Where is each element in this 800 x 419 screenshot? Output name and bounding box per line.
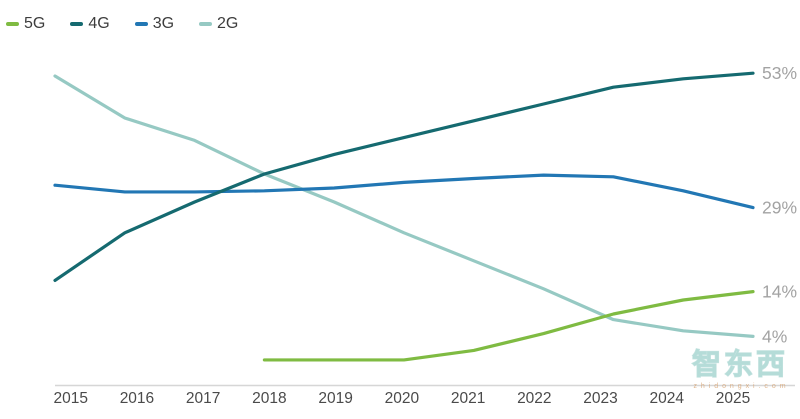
legend-item-4g: 4G bbox=[70, 15, 110, 32]
series-line-2g bbox=[53, 74, 755, 338]
legend-swatch-2g bbox=[199, 22, 213, 26]
x-axis-label-2023: 2023 bbox=[583, 390, 617, 407]
x-axis-label-2019: 2019 bbox=[318, 390, 352, 407]
end-label-2g: 4% bbox=[762, 326, 787, 346]
legend-swatch-3g bbox=[134, 22, 148, 26]
series-line-4g bbox=[53, 71, 755, 282]
x-axis-label-2016: 2016 bbox=[120, 390, 154, 407]
legend-label: 4G bbox=[88, 15, 110, 32]
end-label-3g: 29% bbox=[762, 198, 797, 218]
x-axis-label-2025: 2025 bbox=[716, 390, 750, 407]
legend-label: 2G bbox=[217, 15, 239, 32]
legend-label: 3G bbox=[152, 15, 175, 32]
end-label-4g: 53% bbox=[762, 63, 797, 83]
x-axis-label-2020: 2020 bbox=[385, 390, 420, 407]
chart-legend: 5G 4G 3G 2G bbox=[6, 16, 263, 32]
x-axis-label-2024: 2024 bbox=[650, 390, 685, 407]
legend-swatch-5g bbox=[6, 22, 19, 26]
legend-item-5g: 5G bbox=[6, 16, 45, 32]
legend-item-3g: 3G bbox=[134, 15, 175, 32]
x-axis-label-2022: 2022 bbox=[517, 390, 551, 407]
legend-swatch-4g bbox=[70, 22, 84, 26]
x-axis-label-2018: 2018 bbox=[252, 390, 286, 407]
series-line-3g bbox=[53, 173, 755, 210]
legend-label: 5G bbox=[24, 15, 46, 32]
series-line-5g bbox=[262, 290, 755, 362]
x-axis-label-2017: 2017 bbox=[186, 390, 220, 407]
x-axis-label-2021: 2021 bbox=[451, 390, 485, 407]
legend-item-2g: 2G bbox=[199, 16, 238, 32]
x-axis-label-2015: 2015 bbox=[53, 390, 87, 407]
end-label-5g: 14% bbox=[762, 282, 797, 302]
